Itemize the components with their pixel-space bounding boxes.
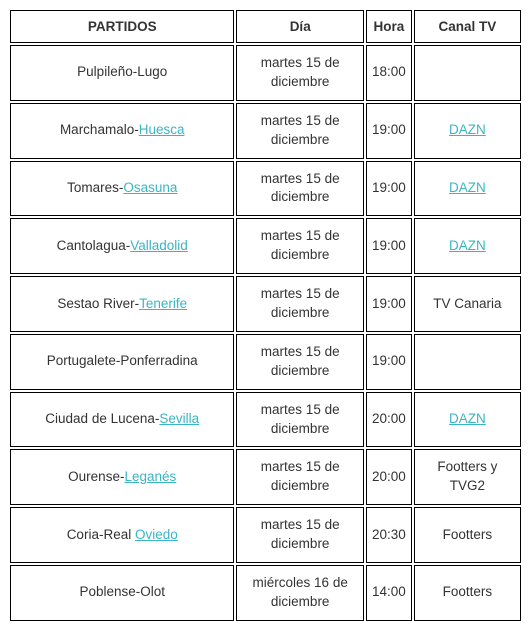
- cell-canal: DAZN: [414, 103, 521, 159]
- cell-dia: martes 15 de diciembre: [236, 218, 364, 274]
- cell-canal: DAZN: [414, 218, 521, 274]
- cell-partidos: Portugalete-Ponferradina: [10, 334, 234, 390]
- team-link[interactable]: Huesca: [139, 122, 185, 137]
- table-row: Ciudad de Lucena-Sevillamartes 15 de dic…: [10, 392, 521, 448]
- table-row: Cantolagua-Valladolidmartes 15 de diciem…: [10, 218, 521, 274]
- team-link[interactable]: Oviedo: [135, 527, 178, 542]
- table-row: Sestao River-Tenerifemartes 15 de diciem…: [10, 276, 521, 332]
- matches-table: PARTIDOS Día Hora Canal TV Pulpileño-Lug…: [8, 8, 523, 623]
- header-partidos: PARTIDOS: [10, 10, 234, 43]
- cell-hora: 19:00: [366, 161, 412, 217]
- channel-link[interactable]: DAZN: [449, 122, 486, 137]
- cell-partidos: Marchamalo-Huesca: [10, 103, 234, 159]
- match-text: Portugalete-Ponferradina: [47, 353, 198, 368]
- match-text: Sestao River-: [57, 296, 139, 311]
- cell-hora: 19:00: [366, 218, 412, 274]
- cell-partidos: Tomares-Osasuna: [10, 161, 234, 217]
- channel-link[interactable]: DAZN: [449, 411, 486, 426]
- cell-dia: martes 15 de diciembre: [236, 507, 364, 563]
- cell-partidos: Sestao River-Tenerife: [10, 276, 234, 332]
- cell-partidos: Ourense-Leganés: [10, 449, 234, 505]
- cell-dia: martes 15 de diciembre: [236, 103, 364, 159]
- header-canal: Canal TV: [414, 10, 521, 43]
- match-text: Tomares-: [67, 180, 123, 195]
- cell-hora: 19:00: [366, 334, 412, 390]
- cell-dia: martes 15 de diciembre: [236, 392, 364, 448]
- header-row: PARTIDOS Día Hora Canal TV: [10, 10, 521, 43]
- cell-dia: martes 15 de diciembre: [236, 161, 364, 217]
- table-row: Coria-Real Oviedomartes 15 de diciembre2…: [10, 507, 521, 563]
- cell-canal: TV Canaria: [414, 276, 521, 332]
- table-row: Pulpileño-Lugo martes 15 de diciembre18:0…: [10, 45, 521, 101]
- cell-hora: 18:00: [366, 45, 412, 101]
- match-text: Marchamalo-: [60, 122, 139, 137]
- team-link[interactable]: Leganés: [124, 469, 176, 484]
- cell-hora: 20:00: [366, 392, 412, 448]
- match-text: Ciudad de Lucena-: [45, 411, 159, 426]
- cell-partidos: Poblense-Olot: [10, 565, 234, 621]
- cell-canal: [414, 334, 521, 390]
- header-dia: Día: [236, 10, 364, 43]
- table-row: Ourense-Leganésmartes 15 de diciembre20:…: [10, 449, 521, 505]
- cell-hora: 19:00: [366, 103, 412, 159]
- cell-dia: martes 15 de diciembre: [236, 276, 364, 332]
- cell-canal: DAZN: [414, 392, 521, 448]
- cell-canal: Footters: [414, 507, 521, 563]
- match-text: Poblense-Olot: [79, 584, 165, 599]
- cell-hora: 20:00: [366, 449, 412, 505]
- cell-partidos: Ciudad de Lucena-Sevilla: [10, 392, 234, 448]
- header-hora: Hora: [366, 10, 412, 43]
- cell-hora: 14:00: [366, 565, 412, 621]
- cell-dia: miércoles 16 de diciembre: [236, 565, 364, 621]
- cell-canal: [414, 45, 521, 101]
- cell-hora: 20:30: [366, 507, 412, 563]
- team-link[interactable]: Osasuna: [123, 180, 177, 195]
- cell-dia: martes 15 de diciembre: [236, 449, 364, 505]
- match-text: Pulpileño-Lugo: [77, 64, 167, 79]
- cell-dia: martes 15 de diciembre: [236, 334, 364, 390]
- cell-canal: Footters y TVG2: [414, 449, 521, 505]
- table-row: Tomares-Osasunamartes 15 de diciembre19:…: [10, 161, 521, 217]
- table-row: Poblense-Olot miércoles 16 de diciembre14…: [10, 565, 521, 621]
- cell-partidos: Coria-Real Oviedo: [10, 507, 234, 563]
- match-text: Cantolagua-: [57, 238, 131, 253]
- team-link[interactable]: Valladolid: [130, 238, 188, 253]
- table-row: Marchamalo-Huescamartes 15 de diciembre1…: [10, 103, 521, 159]
- team-link[interactable]: Tenerife: [139, 296, 187, 311]
- table-row: Portugalete-Ponferradina martes 15 de dic…: [10, 334, 521, 390]
- cell-canal: Footters: [414, 565, 521, 621]
- cell-dia: martes 15 de diciembre: [236, 45, 364, 101]
- channel-link[interactable]: DAZN: [449, 180, 486, 195]
- channel-link[interactable]: DAZN: [449, 238, 486, 253]
- cell-canal: DAZN: [414, 161, 521, 217]
- cell-partidos: Pulpileño-Lugo: [10, 45, 234, 101]
- team-link[interactable]: Sevilla: [159, 411, 199, 426]
- cell-hora: 19:00: [366, 276, 412, 332]
- match-text: Ourense-: [68, 469, 124, 484]
- cell-partidos: Cantolagua-Valladolid: [10, 218, 234, 274]
- match-text: Coria-Real: [67, 527, 135, 542]
